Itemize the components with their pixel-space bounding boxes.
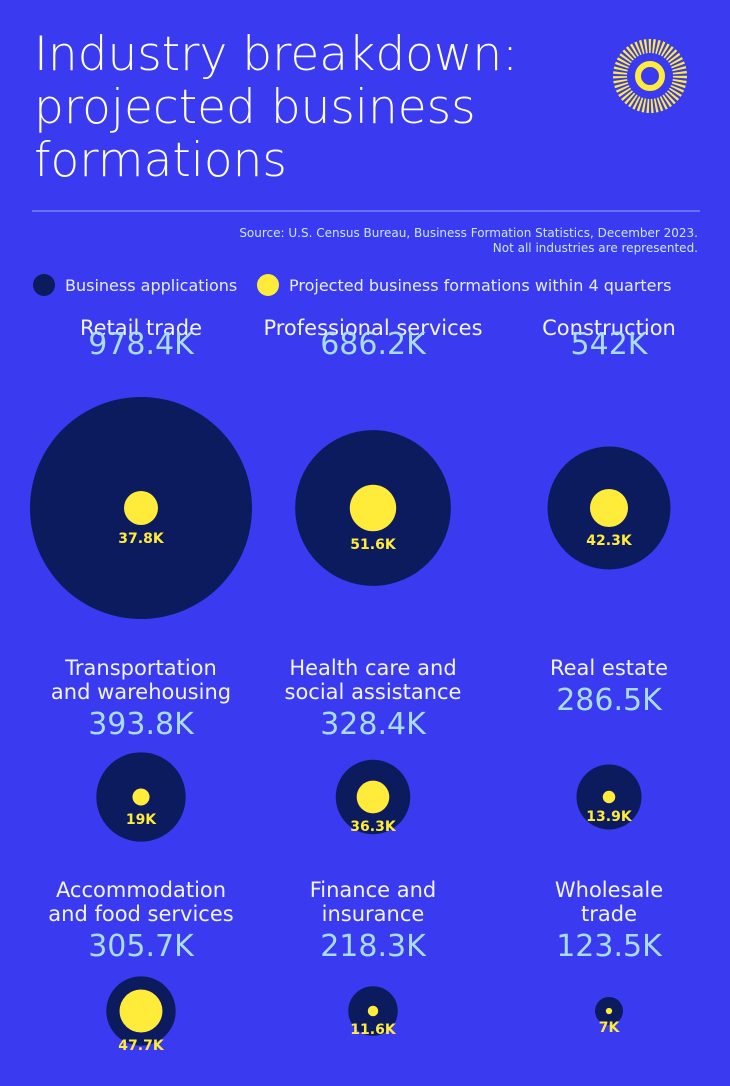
formation-label: 11.6K xyxy=(350,1022,396,1039)
category-label: Retail trade xyxy=(79,316,202,340)
value-label: 305.7K xyxy=(88,929,194,964)
formation-bubble xyxy=(132,788,150,806)
value-label: 328.4K xyxy=(320,707,426,742)
source-note: Not all industries are represented. xyxy=(492,241,698,255)
legend-swatch xyxy=(33,274,55,296)
category-label: Construction xyxy=(542,316,676,340)
formation-bubble xyxy=(605,1007,613,1015)
category-label: Accommodation and food services xyxy=(48,878,234,926)
value-label: 123.5K xyxy=(556,929,662,964)
legend-label: Projected business formations within 4 q… xyxy=(289,276,672,295)
formation-bubble xyxy=(124,491,158,525)
formation-label: 37.8K xyxy=(118,531,164,547)
formation-bubble xyxy=(349,484,397,532)
category-label: Transportation and warehousing xyxy=(50,656,232,704)
formation-label: 19K xyxy=(125,811,157,828)
formation-label: 42.3K xyxy=(586,533,632,550)
formation-label: 13.9K xyxy=(586,809,632,826)
formation-bubble xyxy=(119,989,163,1033)
formation-bubble xyxy=(589,488,629,528)
formation-bubble xyxy=(602,790,616,804)
formation-bubble xyxy=(367,1005,379,1017)
logo xyxy=(613,39,687,113)
value-label: 542K xyxy=(570,327,648,362)
value-label: 686.2K xyxy=(320,327,426,362)
category-label: Professional services xyxy=(263,316,483,340)
formation-bubble xyxy=(356,780,390,814)
value-label: 286.5K xyxy=(556,683,662,718)
category-label: Wholesale trade xyxy=(554,878,664,926)
formation-label: 36.3K xyxy=(350,819,396,836)
formation-label: 7K xyxy=(598,1020,620,1037)
value-label: 393.8K xyxy=(88,707,194,742)
formation-label: 51.6K xyxy=(350,537,396,554)
source-note: Source: U.S. Census Bureau, Business For… xyxy=(239,226,698,240)
legend-label: Business applications xyxy=(65,276,238,295)
value-label: 978.4K xyxy=(88,327,194,362)
value-label: 218.3K xyxy=(320,929,426,964)
legend-swatch xyxy=(257,274,279,296)
formation-label: 47.7K xyxy=(118,1038,164,1055)
category-label: Health care and social assistance xyxy=(284,656,462,704)
chart-title: Industry breakdown: projected business f… xyxy=(34,27,518,188)
category-label: Real estate xyxy=(549,656,669,680)
category-label: Finance and insurance xyxy=(309,878,437,926)
